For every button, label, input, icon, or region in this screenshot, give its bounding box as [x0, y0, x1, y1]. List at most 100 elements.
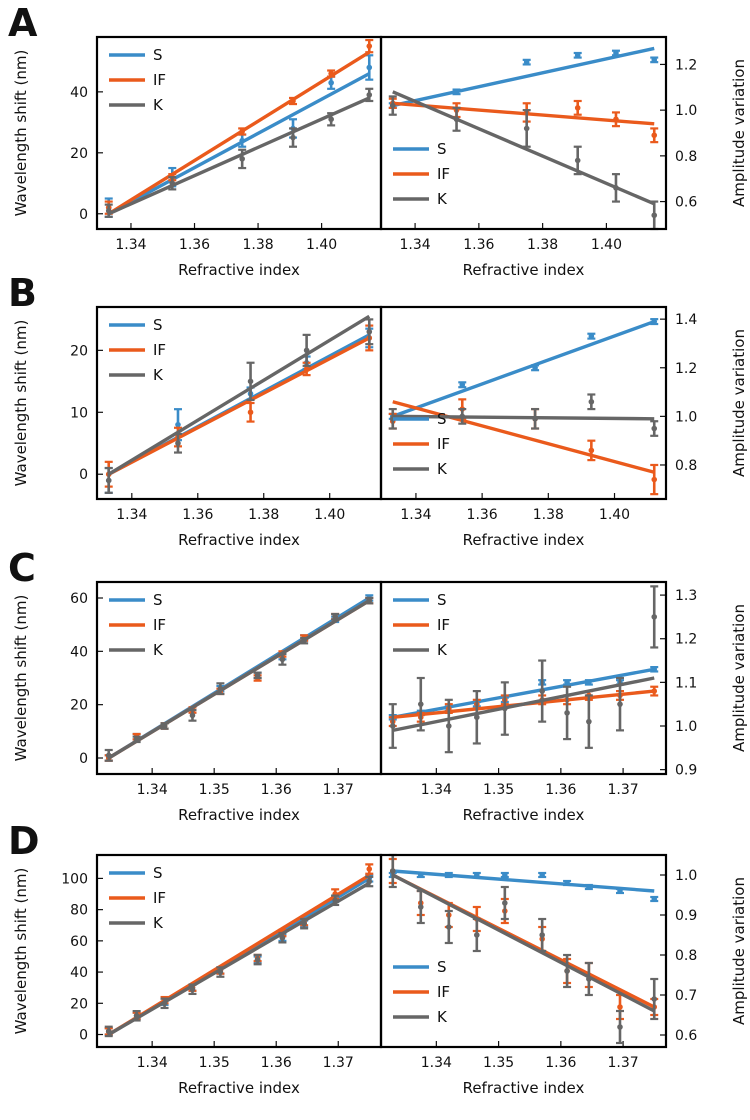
y-tick-label: 1.2 — [675, 361, 697, 377]
x-tick-label: 1.36 — [545, 1055, 576, 1071]
y-tick-label: 0.6 — [675, 1028, 697, 1044]
series-if — [388, 398, 659, 496]
data-point — [523, 125, 530, 132]
x-axis-label: Refractive index — [463, 531, 585, 549]
x-tick-label: 1.38 — [527, 237, 558, 253]
legend-label-s: S — [153, 591, 163, 609]
x-tick-label: 1.36 — [463, 237, 494, 253]
series-k — [388, 585, 659, 754]
data-point — [651, 896, 658, 902]
fit-line — [108, 96, 370, 216]
right-plot-frame — [379, 853, 668, 1049]
fit-line — [107, 881, 371, 1036]
legend-label-s: S — [153, 46, 163, 64]
data-point — [445, 924, 452, 930]
y-tick-label: 20 — [70, 996, 88, 1012]
data-point — [617, 888, 623, 894]
data-point — [474, 714, 480, 721]
legend-label-if: IF — [437, 616, 450, 634]
data-point — [366, 328, 373, 335]
data-point — [389, 868, 396, 874]
data-point — [389, 102, 396, 109]
fit-line — [392, 869, 655, 893]
x-tick-label: 1.36 — [261, 1055, 292, 1071]
left-subplot: 1.34 1.35 1.36 1.37 Refractive index 0 20 40 60 8… — [12, 863, 374, 1097]
x-tick-label: 1.36 — [467, 507, 498, 523]
legend: S IF K — [109, 864, 166, 932]
fit-line — [107, 599, 371, 760]
data-point — [417, 701, 424, 707]
x-axis-label: Refractive index — [178, 1079, 300, 1097]
fit-line — [107, 314, 371, 476]
x-tick-label: 1.35 — [483, 782, 514, 798]
legend-label-s: S — [437, 591, 447, 609]
panel-c: C 1.34 1.35 1.36 1.37 Refractive index 0 20 40 60… — [8, 546, 748, 824]
legend: S IF K — [393, 140, 450, 208]
data-point — [133, 1012, 140, 1019]
legend: S IF K — [393, 958, 450, 1026]
x-tick-label: 1.35 — [483, 1055, 514, 1071]
y-axis-label: Amplitude variation — [730, 604, 748, 752]
data-point — [301, 637, 307, 644]
legend-label-k: K — [437, 460, 448, 478]
y-tick-label: 1.1 — [675, 675, 697, 691]
panel-letter: A — [8, 1, 38, 45]
data-point — [133, 736, 140, 743]
x-tick-label: 1.34 — [400, 507, 431, 523]
y-axis-label: Wavelength shift (nm) — [12, 50, 30, 217]
x-tick-label: 1.35 — [199, 782, 230, 798]
data-point — [586, 718, 592, 725]
x-tick-label: 1.34 — [137, 1055, 168, 1071]
data-point — [366, 878, 373, 885]
data-point — [445, 723, 452, 729]
y-axis-label: Amplitude variation — [730, 329, 748, 477]
data-point — [279, 934, 286, 941]
fit-line — [392, 667, 655, 719]
data-point — [366, 64, 373, 71]
x-tick-label: 1.34 — [137, 782, 168, 798]
fit-line — [107, 336, 371, 476]
data-point — [161, 723, 168, 729]
y-tick-label: 40 — [70, 85, 88, 101]
x-tick-label: 1.36 — [545, 782, 576, 798]
legend-label-k: K — [437, 641, 448, 659]
data-point — [613, 50, 619, 56]
fit-line — [107, 50, 371, 216]
panel-letter: D — [8, 819, 40, 863]
right-subplot: 1.34 1.35 1.36 1.37 Refractive index 0.9 1.0 1.… — [388, 585, 748, 824]
legend-label-s: S — [153, 316, 163, 334]
legend-label-if: IF — [153, 341, 166, 359]
series-s — [388, 869, 659, 903]
data-point — [417, 872, 424, 878]
fit-line — [392, 46, 655, 108]
data-point — [328, 116, 334, 123]
legend-label-s: S — [437, 958, 447, 976]
legend: S IF K — [109, 316, 166, 384]
left-subplot: 1.34 1.36 1.38 1.40 Refractive index 0 20 40 Wav… — [12, 38, 374, 279]
legend-label-k: K — [437, 1008, 448, 1026]
legend-label-if: IF — [437, 165, 450, 183]
right-plot-frame — [379, 580, 668, 776]
legend: S IF K — [393, 410, 450, 478]
series-if — [388, 857, 659, 1021]
data-point — [459, 381, 466, 388]
legend-label-k: K — [153, 641, 164, 659]
data-point — [169, 180, 176, 187]
data-point — [175, 440, 181, 447]
legend-label-if: IF — [153, 71, 166, 89]
y-tick-label: 0.9 — [675, 908, 697, 924]
data-point — [189, 986, 196, 993]
data-point — [328, 70, 334, 77]
data-point — [539, 688, 545, 694]
data-point — [417, 904, 424, 910]
legend-label-k: K — [153, 914, 164, 932]
data-point — [290, 134, 296, 141]
y-tick-label: 0 — [79, 751, 88, 767]
y-axis-label: Amplitude variation — [730, 59, 748, 207]
x-axis-label: Refractive index — [463, 261, 585, 279]
data-point — [617, 1004, 623, 1010]
data-point — [303, 347, 310, 354]
x-tick-label: 1.34 — [115, 237, 146, 253]
x-tick-label: 1.36 — [261, 782, 292, 798]
